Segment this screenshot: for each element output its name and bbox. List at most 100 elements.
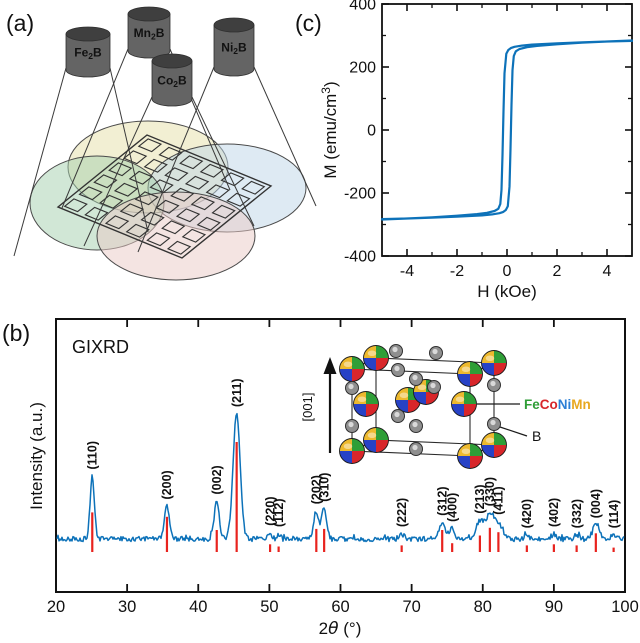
- atom-highlight: [485, 437, 495, 443]
- substrate-pad: [125, 223, 150, 238]
- panel-b-gixrd: (b) 20 30 40 50 60 70 80 90 100 GIXRD Intensity …: [2, 318, 639, 639]
- atom-quadrant-se: [426, 392, 439, 405]
- sputter-cone-line: [191, 96, 255, 227]
- xrd-peak-label: (220): [263, 497, 277, 526]
- boron-atom: [345, 381, 359, 395]
- substrate-pad: [78, 186, 103, 201]
- substrate-pad: [84, 206, 109, 221]
- direction-001-label: [001]: [300, 393, 315, 422]
- substrate-pad: [161, 220, 186, 235]
- substrate-pad: [226, 192, 251, 207]
- substrate-pad: [93, 174, 118, 189]
- xrd-peak-label: (402): [547, 498, 561, 527]
- substrate-pad: [146, 232, 171, 247]
- atom-quadrant-sw: [457, 374, 470, 387]
- boron-highlight: [348, 383, 354, 390]
- cylinder-body: [213, 24, 255, 77]
- metal-atom: [481, 350, 507, 376]
- cylinder-top: [65, 26, 111, 42]
- x-tick-label: 50: [260, 598, 278, 616]
- x-tick-label: 90: [545, 598, 563, 616]
- atom-quadrant-nw: [451, 391, 464, 404]
- y-tick-label: 400: [349, 0, 376, 14]
- x-tick-label: 20: [47, 598, 65, 616]
- substrate-pad: [158, 146, 183, 161]
- y-tick-label: 200: [349, 60, 376, 77]
- cylinder-top: [151, 53, 193, 69]
- boron-atom: [427, 380, 441, 394]
- atom-quadrant-sw: [481, 445, 494, 458]
- gixrd-title: GIXRD: [72, 337, 129, 357]
- atom-highlight: [461, 366, 471, 372]
- metal-atom: [457, 361, 483, 387]
- atom-quadrant-nw: [413, 379, 426, 392]
- atom-outline: [481, 432, 507, 458]
- metal-atom: [481, 432, 507, 458]
- atom-quadrant-ne: [352, 356, 365, 369]
- atom-quadrant-ne: [352, 438, 365, 451]
- xrd-peak-label: (200): [160, 470, 174, 499]
- atom-quadrant-se: [376, 440, 389, 453]
- boron-atom: [409, 442, 423, 456]
- x-tick-label: -4: [400, 263, 414, 280]
- metal-atom: [339, 438, 365, 464]
- boron-atom: [487, 378, 501, 392]
- substrate-pad: [190, 196, 216, 211]
- atom-outline: [363, 345, 389, 371]
- atom-quadrant-se: [352, 451, 365, 464]
- gixrd-x-axis-title: 2θ (°): [319, 619, 362, 639]
- unit-cell-edge: [351, 368, 471, 375]
- atom-outline: [457, 443, 483, 469]
- xrd-peak-label: (002): [210, 465, 224, 494]
- atom-outline: [457, 361, 483, 387]
- boron-highlight: [490, 380, 496, 387]
- atom-quadrant-ne: [494, 432, 507, 445]
- gixrd-axes: 20 30 40 50 60 70 80 90 100: [47, 318, 639, 616]
- atom-highlight: [461, 448, 471, 454]
- legend-mn: Mn: [571, 397, 591, 412]
- atom-quadrant-nw: [339, 438, 352, 451]
- atom-quadrant-sw: [395, 400, 408, 413]
- boron-highlight: [432, 348, 438, 355]
- xrd-peak-label: (213): [473, 484, 487, 513]
- atom-quadrant-ne: [366, 391, 379, 404]
- boron-atom: [345, 419, 359, 433]
- legend-fe: Fe: [524, 397, 540, 412]
- x-tick-label: 100: [611, 598, 639, 616]
- substrate-pad: [155, 199, 180, 214]
- atom-quadrant-sw: [363, 440, 376, 453]
- xrd-peak-label: (400): [445, 493, 459, 522]
- atom-quadrant-sw: [413, 392, 426, 405]
- x-tick-label: 80: [474, 598, 492, 616]
- boron-highlight: [348, 421, 354, 428]
- metal-atom: [457, 443, 483, 469]
- sputter-cone-line: [137, 66, 215, 253]
- atom-highlight: [455, 396, 465, 402]
- boron-highlight: [394, 365, 400, 372]
- atom-highlight: [399, 392, 409, 398]
- substrate-pad: [134, 191, 159, 206]
- atom-quadrant-se: [494, 445, 507, 458]
- x-tick-label: -2: [450, 263, 464, 280]
- substrate-outline: [56, 134, 273, 259]
- atom-quadrant-se: [376, 358, 389, 371]
- atom-outline: [481, 350, 507, 376]
- target-label-Fe2B: Fe2B: [74, 46, 102, 62]
- substrate-pad: [137, 138, 163, 153]
- substrate-pad: [181, 228, 207, 243]
- atom-quadrant-nw: [481, 432, 494, 445]
- atom-quadrant-sw: [339, 451, 352, 464]
- y-title-superscript: 3: [319, 87, 333, 94]
- atom-highlight: [367, 432, 377, 438]
- cylinder-top: [213, 17, 255, 33]
- boron-atom: [409, 419, 423, 433]
- boron-atom: [487, 417, 501, 431]
- gixrd-y-axis-title: Intensity (a.u.): [27, 402, 46, 510]
- substrate-pad: [196, 216, 221, 231]
- boron-atom: [389, 344, 403, 358]
- substrate-pad: [113, 182, 139, 197]
- xrd-peak-label: (411): [492, 486, 506, 515]
- substrate-pad: [175, 208, 201, 223]
